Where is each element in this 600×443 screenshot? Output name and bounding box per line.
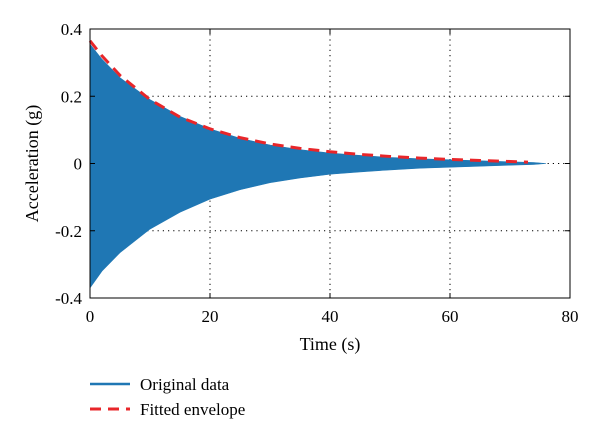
legend-entry-fitted-envelope: Fitted envelope [90, 400, 245, 419]
y-tick-labels: -0.4 -0.2 0 0.2 0.4 [55, 20, 82, 308]
series-layer [88, 39, 547, 289]
x-tick-labels: 0 20 40 60 80 [86, 307, 579, 326]
y-tick-label: 0.4 [61, 20, 83, 39]
plot-area [88, 28, 571, 299]
x-tick-label: 40 [322, 307, 339, 326]
original-data-series [89, 43, 547, 289]
y-tick-label: 0 [74, 155, 83, 174]
x-tick-label: 60 [442, 307, 459, 326]
legend: Original data Fitted envelope [90, 375, 245, 419]
y-tick-label: -0.4 [55, 289, 82, 308]
legend-label: Original data [140, 375, 230, 394]
y-tick-label: 0.2 [61, 87, 82, 106]
y-axis-title: Acceleration (g) [22, 105, 43, 222]
y-tick-label: -0.2 [55, 222, 82, 241]
x-tick-label: 0 [86, 307, 95, 326]
x-axis-title: Time (s) [300, 334, 361, 355]
tick-marks [89, 28, 571, 299]
fitted-envelope-series [88, 39, 529, 164]
legend-entry-original-data: Original data [90, 375, 230, 394]
x-tick-label: 80 [562, 307, 579, 326]
legend-label: Fitted envelope [140, 400, 245, 419]
x-tick-label: 20 [202, 307, 219, 326]
